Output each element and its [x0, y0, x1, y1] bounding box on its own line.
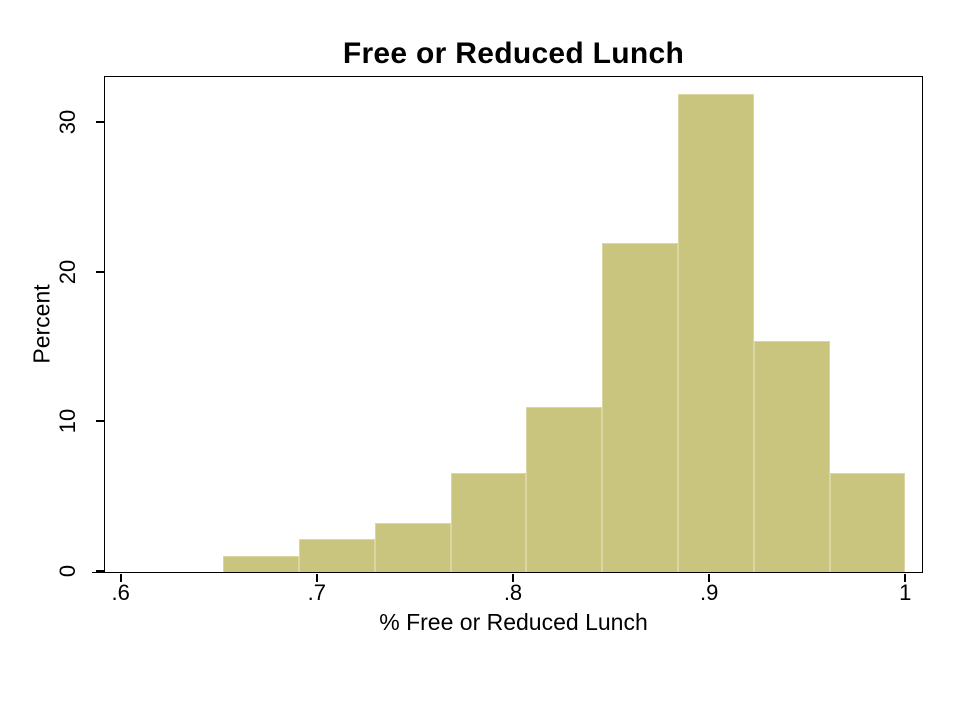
y-axis-tick-label: 10	[55, 409, 80, 434]
y-axis-title: Percent	[28, 284, 55, 364]
y-axis-tick-label: 0	[55, 564, 80, 578]
y-axis-tick	[95, 420, 104, 423]
histogram-bar	[602, 242, 678, 572]
y-axis-tick-label: 30	[55, 109, 80, 135]
histogram-bar	[753, 341, 830, 572]
x-axis-tick-label: .8	[503, 580, 523, 605]
x-axis-tick	[904, 573, 907, 582]
y-axis-tick	[95, 570, 104, 572]
plot-area: .6.7.8.9 1 0 10 20 30	[55, 76, 923, 604]
x-axis-tick-label: .9	[699, 580, 719, 605]
histogram-bar	[223, 555, 299, 572]
x-axis-tick	[119, 573, 122, 582]
x-axis-tick	[512, 573, 514, 582]
y-axis-tick-label: 20	[55, 259, 80, 284]
x-axis-title: % Free or Reduced Lunch	[379, 609, 648, 635]
x-axis-tick	[315, 573, 318, 582]
histogram-bar	[374, 522, 451, 572]
y-axis-tick	[95, 270, 104, 273]
histogram-bar	[298, 539, 375, 572]
x-axis-tick	[708, 573, 711, 582]
x-axis-tick-label: 1	[899, 580, 912, 605]
histogram-bar	[829, 473, 906, 572]
x-axis-tick-label: .7	[307, 580, 327, 605]
histogram-bar	[526, 407, 603, 572]
histogram-bar	[450, 473, 527, 572]
x-axis-tick-label: .6	[111, 580, 130, 605]
x-axis-extension-line	[92, 571, 104, 573]
histogram-bar	[677, 94, 754, 572]
chart-title: Free or Reduced Lunch	[342, 37, 685, 70]
y-axis-tick	[95, 120, 104, 123]
